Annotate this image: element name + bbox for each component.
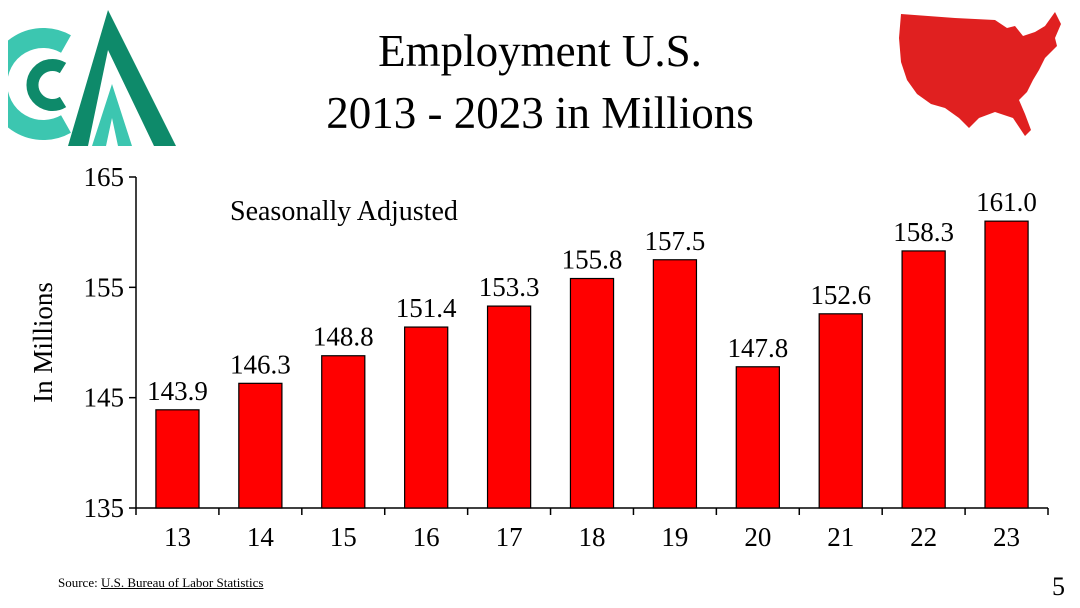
bar (486, 305, 532, 509)
bar-value-label: 146.3 (230, 349, 291, 379)
chart-title-line-1: Employment U.S. (378, 26, 702, 76)
y-tick-label: 135 (84, 493, 125, 523)
x-tick-label: 23 (993, 522, 1020, 552)
y-tick-label: 145 (84, 383, 125, 413)
bar (901, 250, 946, 509)
x-tick-label: 13 (164, 522, 191, 552)
x-tick-label: 16 (413, 522, 440, 552)
bar (404, 326, 449, 509)
bar-value-label: 147.8 (727, 333, 788, 363)
bar (569, 277, 615, 509)
y-tick-label: 155 (84, 272, 125, 302)
bar (818, 313, 863, 509)
bar-value-label: 155.8 (562, 245, 623, 275)
x-tick-label: 17 (496, 522, 523, 552)
bar-value-label: 151.4 (396, 293, 457, 323)
usa-map-icon (899, 12, 1061, 136)
bar (155, 409, 200, 509)
x-tick-label: 14 (247, 522, 275, 552)
bar-value-label: 153.3 (479, 272, 540, 302)
bar (321, 355, 366, 509)
page-number: 5 (1052, 572, 1065, 601)
bar (652, 259, 698, 509)
x-tick-label: 22 (910, 522, 937, 552)
x-tick-label: 18 (579, 522, 606, 552)
bar-value-label: 157.5 (645, 226, 706, 256)
y-axis-label: In Millions (28, 282, 58, 403)
y-tick-label: 165 (84, 162, 125, 192)
company-logo-icon (8, 10, 176, 146)
bar (984, 220, 1029, 509)
x-tick-label: 15 (330, 522, 357, 552)
x-tick-label: 20 (744, 522, 771, 552)
bar (735, 366, 780, 509)
seasonally-adjusted-annotation: Seasonally Adjusted (230, 196, 458, 227)
x-tick-label: 21 (827, 522, 854, 552)
chart-title-line-2: 2013 - 2023 in Millions (326, 88, 754, 138)
bar-value-label: 158.3 (893, 217, 954, 247)
bar-value-label: 148.8 (313, 322, 374, 352)
bar (238, 382, 283, 509)
source-link[interactable]: U.S. Bureau of Labor Statistics (100, 575, 264, 590)
bar-value-label: 161.0 (976, 187, 1037, 217)
source-label: Source: (58, 575, 98, 590)
bar-value-label: 152.6 (810, 280, 871, 310)
x-tick-label: 19 (661, 522, 688, 552)
bar-value-label: 143.9 (147, 376, 208, 406)
source-note: Source: U.S. Bureau of Labor Statistics (58, 575, 263, 591)
